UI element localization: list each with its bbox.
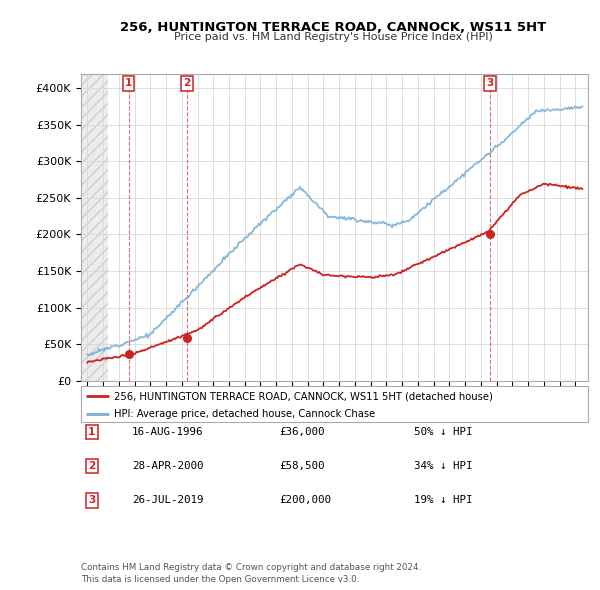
- Text: HPI: Average price, detached house, Cannock Chase: HPI: Average price, detached house, Cann…: [114, 409, 375, 419]
- Text: 2: 2: [184, 78, 191, 88]
- Text: 19% ↓ HPI: 19% ↓ HPI: [414, 496, 473, 505]
- FancyBboxPatch shape: [81, 386, 588, 422]
- Text: 34% ↓ HPI: 34% ↓ HPI: [414, 461, 473, 471]
- Bar: [81, 74, 108, 381]
- Text: £58,500: £58,500: [279, 461, 325, 471]
- Text: 2: 2: [88, 461, 95, 471]
- Text: Price paid vs. HM Land Registry's House Price Index (HPI): Price paid vs. HM Land Registry's House …: [173, 32, 493, 42]
- Text: 28-APR-2000: 28-APR-2000: [132, 461, 203, 471]
- Text: 1: 1: [125, 78, 132, 88]
- Text: 256, HUNTINGTON TERRACE ROAD, CANNOCK, WS11 5HT: 256, HUNTINGTON TERRACE ROAD, CANNOCK, W…: [120, 21, 546, 34]
- Text: 1: 1: [88, 427, 95, 437]
- Text: £200,000: £200,000: [279, 496, 331, 505]
- Text: 256, HUNTINGTON TERRACE ROAD, CANNOCK, WS11 5HT (detached house): 256, HUNTINGTON TERRACE ROAD, CANNOCK, W…: [114, 391, 493, 401]
- Text: 16-AUG-1996: 16-AUG-1996: [132, 427, 203, 437]
- Text: 3: 3: [486, 78, 494, 88]
- Text: 3: 3: [88, 496, 95, 505]
- Text: £36,000: £36,000: [279, 427, 325, 437]
- Text: 26-JUL-2019: 26-JUL-2019: [132, 496, 203, 505]
- Text: 50% ↓ HPI: 50% ↓ HPI: [414, 427, 473, 437]
- Text: Contains HM Land Registry data © Crown copyright and database right 2024.
This d: Contains HM Land Registry data © Crown c…: [81, 563, 421, 584]
